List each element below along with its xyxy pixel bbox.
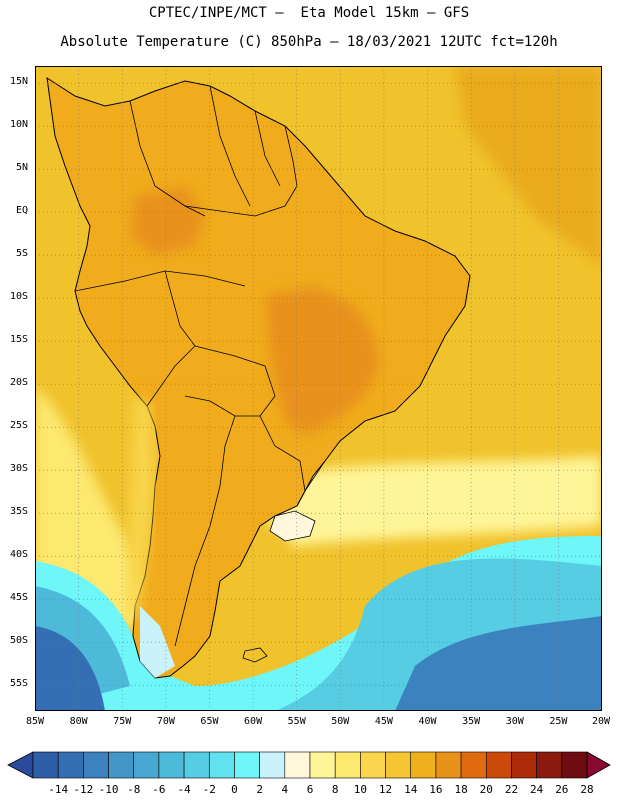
rio-de-la-plata-area [269, 510, 316, 542]
lat-label: 15N [9, 76, 28, 88]
lat-label: EQ [15, 205, 28, 217]
colorbar-swatch [360, 751, 386, 779]
lat-label: 45S [9, 592, 28, 604]
coldest-zone-southwest [35, 626, 105, 711]
colorbar-tick-label: 18 [454, 783, 468, 796]
title-line-1: CPTEC/INPE/MCT – Eta Model 15km – GFS [148, 5, 470, 21]
lon-label: 85W [25, 716, 45, 727]
colorbar-tick-label: -14 [48, 783, 69, 796]
lat-label: 5N [15, 162, 28, 174]
colorbar-tick-label: 20 [479, 783, 493, 796]
colorbar-swatch [460, 751, 487, 779]
colorbar-tick-label: 8 [331, 783, 339, 796]
lon-label: 40W [418, 716, 437, 727]
lon-label: 55W [287, 716, 306, 727]
colorbar-tick-label: 16 [429, 783, 443, 796]
lon-label: 60W [244, 716, 263, 727]
colorbar-tick-label: 14 [404, 783, 418, 796]
colorbar-tick-label: -12 [73, 783, 94, 796]
lon-label: 20W [591, 716, 611, 727]
colorbar-max-arrow [586, 751, 611, 779]
lat-lon-grid [35, 66, 602, 711]
lon-label: 25W [549, 716, 568, 727]
title-line-2: Absolute Temperature (C) 850hPa – 18/03/… [60, 34, 558, 50]
coldest-zone-south [395, 616, 602, 711]
colorbar-swatch [158, 751, 185, 779]
lon-label: 35W [462, 716, 481, 727]
lat-label: 5S [15, 248, 28, 260]
lat-label: 30S [9, 463, 28, 475]
colorbar-tick-label: 10 [353, 783, 367, 796]
colorbar-swatch [259, 751, 286, 779]
lon-label: 70W [156, 716, 175, 727]
colorbar-swatch [334, 751, 361, 779]
colorbar-tick-label: -2 [202, 783, 216, 796]
colorbar-tick-label: 6 [306, 783, 314, 796]
lat-label: 40S [9, 549, 28, 561]
lon-label: 50W [331, 716, 350, 727]
light-zone-southwest [35, 386, 155, 626]
colorbar-tick-label: 4 [281, 783, 289, 796]
colorbar-tick-label: -4 [177, 783, 191, 796]
lat-label: 10S [9, 291, 28, 303]
lon-label: 80W [69, 716, 88, 727]
lat-label: 55S [9, 678, 28, 690]
colorbar-tick-label: -6 [152, 783, 166, 796]
lon-label: 30W [505, 716, 524, 727]
colorbar-tick-label: -8 [127, 783, 141, 796]
colorbar-swatch [183, 751, 210, 779]
warm-band-northeast [455, 66, 602, 266]
colorbar-swatch [511, 751, 537, 779]
colorbar-swatch [284, 751, 311, 779]
lat-label: 20S [9, 377, 28, 389]
colorbar-swatch [32, 751, 59, 779]
falkland-islands [242, 647, 268, 663]
colorbar-swatch [309, 751, 336, 779]
lon-label: 45W [374, 716, 393, 727]
colorbar-swatch [57, 751, 84, 779]
lat-label: 25S [9, 420, 28, 432]
colorbar-tick-label: 22 [504, 783, 519, 796]
colorbar-swatch [410, 751, 437, 779]
lat-label: 50S [9, 635, 28, 647]
andes-cool-strip [127, 396, 153, 626]
temperature-map[interactable] [35, 66, 602, 711]
colorbar-tick-label: 2 [256, 783, 263, 796]
colorbar-tick-label: -10 [98, 783, 119, 796]
colorbar-swatch [234, 751, 260, 779]
lon-label: 65W [200, 716, 219, 727]
lat-label: 15S [9, 334, 28, 346]
lat-label: 10N [9, 119, 28, 131]
colorbar-swatch [536, 751, 563, 779]
colorbar-swatch [133, 751, 160, 779]
colorbar-swatch [83, 751, 109, 779]
colorbar-min-arrow [7, 751, 34, 779]
colorbar-swatch [435, 751, 462, 779]
colorbar-tick-label: 12 [378, 783, 393, 796]
colorbar-swatch [561, 751, 588, 779]
colorbar-tick-label: 26 [555, 783, 569, 796]
colorbar-swatch [108, 751, 135, 779]
warm-core-northwest [130, 186, 205, 256]
colorbar-tick-label: 28 [580, 783, 594, 796]
colorbar-swatch [208, 751, 235, 779]
map-panel[interactable] [35, 66, 602, 711]
country-borders [74, 85, 326, 647]
lon-label: 75W [113, 716, 132, 727]
warm-core-interior [265, 286, 380, 436]
colorbar-swatch [385, 751, 412, 779]
light-zone-south-atlantic [235, 456, 602, 546]
lat-label: 35S [9, 506, 28, 518]
colorbar-tick-label: 0 [231, 783, 238, 796]
patagonia-cool-tip [140, 606, 175, 678]
map-frame [35, 66, 602, 711]
colorbar-swatch [485, 751, 512, 779]
colorbar-tick-label: 24 [530, 783, 544, 796]
